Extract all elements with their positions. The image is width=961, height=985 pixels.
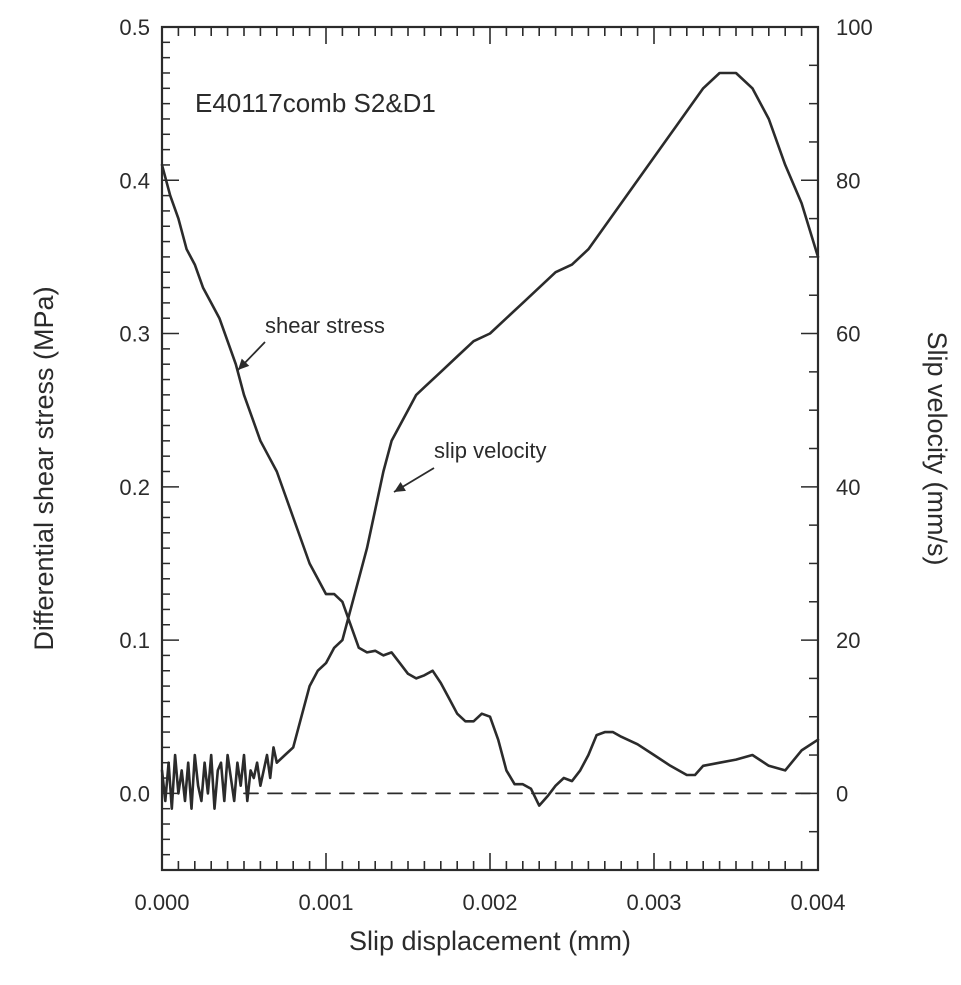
y-left-tick-label: 0.0 <box>119 781 150 806</box>
slip-velocity-line <box>160 71 820 811</box>
series-lines <box>160 71 820 811</box>
shear-stress-line <box>160 163 820 807</box>
x-tick-label: 0.002 <box>462 890 517 915</box>
y-left-tick-label: 0.1 <box>119 628 150 653</box>
annotation-label: slip velocity <box>434 438 546 463</box>
y-left-tick-label: 0.5 <box>119 15 150 40</box>
arrowhead <box>394 481 406 492</box>
x-tick-label: 0.000 <box>134 890 189 915</box>
x-axis-title: Slip displacement (mm) <box>349 926 631 956</box>
plot-frame <box>160 25 820 872</box>
y-right-tick-label: 60 <box>836 322 860 347</box>
y-right-tick-label: 100 <box>836 15 873 40</box>
y-left-tick-label: 0.2 <box>119 475 150 500</box>
y-axis-right-title: Slip velocity (mm/s) <box>922 331 952 565</box>
chart-title: E40117comb S2&D1 <box>195 88 436 118</box>
y-right-tick-label: 80 <box>836 168 860 193</box>
y-right-tick-label: 40 <box>836 475 860 500</box>
x-tick-label: 0.004 <box>790 890 845 915</box>
y-left-tick-label: 0.3 <box>119 322 150 347</box>
x-tick-label: 0.003 <box>626 890 681 915</box>
x-tick-label: 0.001 <box>298 890 353 915</box>
arrowhead <box>238 358 250 370</box>
y-right-tick-label: 0 <box>836 781 848 806</box>
y-axis-left-title: Differential shear stress (MPa) <box>29 286 59 650</box>
annotation-label: shear stress <box>265 313 385 338</box>
y-right-tick-label: 20 <box>836 628 860 653</box>
annotations: shear stress slip velocity <box>237 313 546 493</box>
y-left-tick-label: 0.4 <box>119 168 150 193</box>
tick-labels: 0.000 0.001 0.002 0.003 0.004 0.0 0.1 0.2 0.3 0.4… <box>119 15 872 915</box>
